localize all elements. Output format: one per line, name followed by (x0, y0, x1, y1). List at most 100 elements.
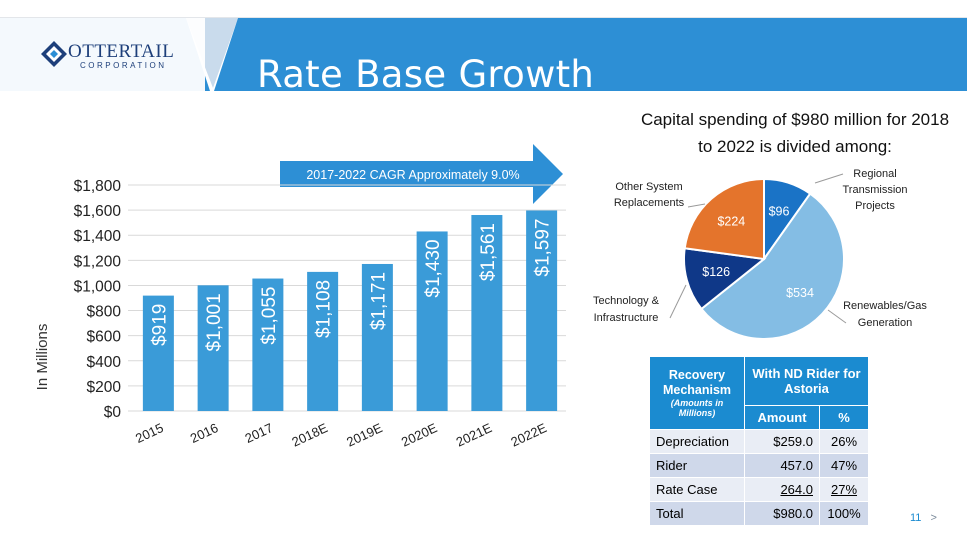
bar-layer: $0 $200 $400 $600 $800 $1,000 $1,200 $1,400 $1,6… (74, 178, 566, 450)
logo-subtitle: CORPORATION (80, 61, 167, 70)
bar (142, 295, 174, 411)
bar (197, 285, 229, 411)
pie-value-label: $534 (786, 286, 814, 300)
row-pct: 100% (819, 501, 869, 526)
pie-slice (683, 247, 767, 311)
pie-category-label-line: Projects (855, 200, 895, 212)
y-tick-label: $1,400 (74, 228, 122, 245)
pie-category-label-line: Technology & (593, 295, 660, 307)
x-tick-label: 2022E (508, 420, 549, 450)
company-logo: OTTERTAIL CORPORATION (40, 35, 180, 75)
row-amount: $259.0 (744, 429, 820, 454)
y-tick-label: $1,000 (74, 278, 122, 295)
pie-caption: Capital spending of $980 million for 201… (640, 110, 950, 156)
bar-value-label: $1,171 (368, 272, 389, 330)
cagr-arrow (280, 144, 563, 204)
logo-word: OTTERTAIL (68, 41, 175, 62)
x-tick-label: 2017 (243, 420, 276, 446)
pie-value-label: $96 (769, 205, 790, 219)
bar (307, 271, 339, 411)
header-right-band (214, 18, 967, 91)
pie-category-label-line: Other System (615, 181, 682, 193)
x-tick-label: 2015 (133, 420, 166, 446)
y-tick-label: $1,200 (74, 253, 122, 270)
row-amount: 457.0 (744, 453, 820, 478)
pie-category-label-line: Transmission (843, 184, 908, 196)
row-pct: 26% (819, 429, 869, 454)
header-graphic (0, 18, 967, 91)
pie-leader-line (669, 284, 687, 319)
pie-layer: $96 $534 $126 $224 Regional Transmission Proje… (593, 168, 927, 340)
y-tick-label: $800 (87, 304, 122, 321)
pie-value-label: $126 (702, 265, 730, 279)
bar (416, 231, 448, 411)
pie-category-label-line: Renewables/Gas (843, 300, 927, 312)
pie-category-label-line: Infrastructure (594, 312, 659, 324)
x-tick-label: 2019E (344, 420, 385, 450)
table-row-total: Total $980.0 100% (649, 501, 869, 526)
page-number: 11 > (910, 512, 937, 524)
y-tick-label: $400 (87, 354, 122, 371)
header-band: Rate Base Growth (0, 18, 967, 96)
row-amount-text: 264.0 (780, 482, 813, 497)
y-axis-label: In Millions (34, 324, 51, 391)
bar-value-label: $1,430 (423, 239, 444, 297)
table-head-group: With ND Rider for Astoria (744, 356, 869, 406)
x-tick-label: 2016 (188, 420, 221, 446)
table-head-amount: Amount (744, 405, 820, 430)
table-header-row: Recovery Mechanism (Amounts in Millions)… (649, 356, 869, 430)
pie-category-label: Other System Replacements (614, 181, 685, 209)
table-row: Depreciation $259.0 26% (649, 429, 869, 454)
x-tick-label: 2020E (399, 420, 440, 450)
bar-value-label: $1,108 (314, 280, 335, 338)
top-strip (0, 0, 967, 18)
bar (526, 210, 558, 411)
pie-slice (700, 192, 845, 340)
logo-panel (0, 18, 205, 91)
recovery-table: Recovery Mechanism (Amounts in Millions)… (649, 356, 869, 526)
next-arrow-icon[interactable]: > (930, 512, 937, 524)
bar-value-label: $919 (149, 304, 170, 346)
pie-category-label-line: Generation (858, 317, 912, 329)
cagr-annotation: 2017-2022 CAGR Approximately 9.0% (306, 168, 519, 182)
table-head-mechanism-label: Recovery Mechanism (662, 368, 732, 397)
y-tick-label: $200 (87, 379, 122, 396)
y-tick-label: $1,600 (74, 203, 122, 220)
pie-value-label: $224 (717, 215, 745, 229)
capital-spending-pie-chart: $96 $534 $126 $224 Regional Transmission Proje… (593, 168, 927, 340)
page-title: Rate Base Growth (257, 53, 595, 96)
pie-category-label: Regional Transmission Projects (843, 168, 908, 212)
row-label: Rider (649, 453, 745, 478)
y-tick-label: $600 (87, 329, 122, 346)
x-tick-label: 2021E (454, 420, 495, 450)
row-amount: $980.0 (744, 501, 820, 526)
table-head-mechanism: Recovery Mechanism (Amounts in Millions) (649, 356, 745, 430)
row-pct: 47% (819, 453, 869, 478)
row-pct: 27% (819, 477, 869, 502)
pie-slice (683, 177, 765, 261)
pie-category-label-line: Replacements (614, 197, 685, 209)
y-tick-label: $1,800 (74, 178, 122, 195)
table-row: Rate Case 264.0 27% (649, 477, 869, 502)
y-tick-label: $0 (104, 404, 122, 421)
row-label: Depreciation (649, 429, 745, 454)
pie-category-label-line: Regional (853, 168, 896, 180)
pie-leader-line (814, 173, 844, 184)
table-head-mechanism-sub: (Amounts in Millions) (670, 398, 724, 418)
rate-base-bar-chart: 2017-2022 CAGR Approximately 9.0% In Mil… (34, 144, 566, 450)
x-tick-label: 2018E (289, 420, 330, 450)
table-row: Rider 457.0 47% (649, 453, 869, 478)
bar-value-label: $1,001 (204, 293, 225, 351)
page-number-text: 11 (910, 512, 922, 524)
row-label: Total (649, 501, 745, 526)
row-amount: 264.0 (744, 477, 820, 502)
pie-leader-line (827, 309, 847, 324)
pie-category-label: Renewables/Gas Generation (843, 300, 927, 329)
bar-value-label: $1,597 (533, 218, 554, 276)
bar-value-label: $1,561 (478, 223, 499, 281)
pie-category-label: Technology & Infrastructure (593, 295, 660, 324)
bar (471, 215, 503, 411)
table-head-pct: % (819, 405, 869, 430)
logo-diamond-icon (41, 41, 67, 67)
pie-leader-line (687, 203, 706, 208)
